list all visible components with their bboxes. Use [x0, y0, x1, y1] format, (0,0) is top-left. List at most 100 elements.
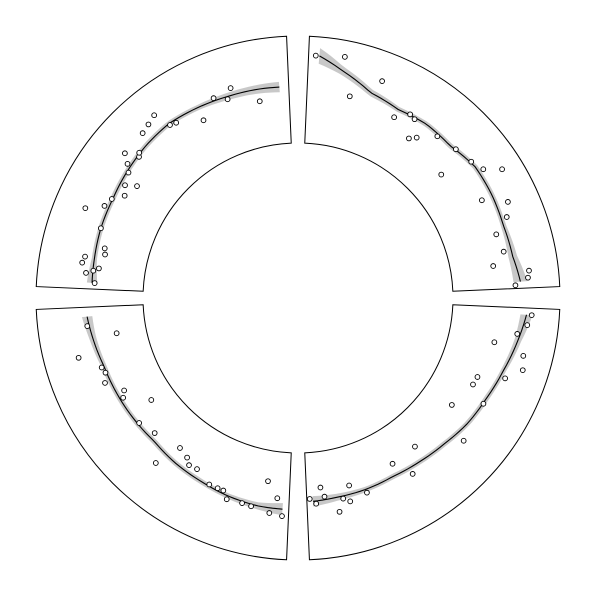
data-point-bottom-left-14 [152, 460, 159, 466]
data-point-bottom-right-22 [313, 500, 320, 507]
data-point-bottom-left-18 [120, 394, 127, 401]
data-point-bottom-right-17 [347, 498, 354, 505]
data-point-top-right-5 [407, 111, 413, 118]
data-point-bottom-right-23 [306, 496, 313, 502]
data-point-top-left-0 [91, 280, 98, 286]
smooth-line-bottom-left [86, 316, 283, 510]
data-point-bottom-right-18 [340, 495, 347, 502]
data-point-top-left-11 [108, 196, 115, 202]
data-point-top-right-7 [406, 135, 412, 142]
confidence-band-bottom-right [312, 314, 533, 507]
data-point-bottom-right-20 [321, 493, 328, 500]
data-point-top-left-12 [121, 192, 128, 199]
data-point-top-left-25 [200, 117, 207, 124]
confidence-band-top-left [86, 81, 280, 284]
data-point-bottom-left-3 [265, 478, 271, 485]
data-point-bottom-left-6 [223, 496, 230, 503]
data-point-bottom-left-10 [194, 466, 200, 472]
panel-frame-bottom-left [35, 304, 292, 561]
data-point-top-right-8 [413, 134, 420, 141]
confidence-bands [81, 48, 533, 516]
smooth-line-top-left [91, 86, 280, 283]
data-point-bottom-right-21 [317, 484, 324, 491]
data-point-bottom-right-10 [449, 402, 455, 408]
data-point-top-left-20 [139, 130, 146, 137]
data-point-top-left-4 [79, 259, 86, 266]
data-point-top-right-6 [411, 116, 418, 123]
data-point-top-left-26 [210, 95, 217, 102]
confidence-band-top-right [318, 48, 528, 283]
data-point-top-left-1 [83, 270, 89, 276]
data-point-bottom-right-7 [474, 374, 481, 380]
data-point-bottom-left-16 [136, 420, 142, 426]
data-point-top-right-17 [503, 214, 510, 220]
data-point-top-right-9 [434, 133, 441, 140]
data-point-top-right-2 [346, 93, 353, 100]
data-point-top-right-23 [512, 282, 519, 289]
data-point-bottom-left-24 [113, 330, 120, 337]
data-point-bottom-left-25 [84, 323, 91, 329]
data-point-bottom-right-1 [524, 322, 531, 328]
data-point-bottom-left-19 [121, 387, 127, 394]
data-point-top-right-18 [493, 231, 500, 238]
data-point-top-left-13 [122, 182, 128, 189]
data-point-top-left-15 [125, 169, 132, 176]
data-point-top-left-23 [167, 122, 173, 128]
data-point-top-right-13 [480, 166, 487, 173]
data-point-top-left-6 [102, 251, 108, 258]
data-point-top-left-3 [96, 265, 102, 272]
data-point-top-left-5 [82, 253, 88, 260]
data-point-bottom-left-8 [214, 485, 221, 492]
data-point-bottom-right-2 [514, 331, 521, 337]
data-point-top-left-19 [136, 149, 143, 156]
data-point-top-left-7 [101, 245, 108, 252]
data-point-bottom-right-0 [528, 312, 535, 319]
data-point-top-right-10 [453, 146, 459, 153]
data-point-top-right-22 [525, 274, 531, 281]
data-point-top-left-10 [101, 203, 108, 209]
data-point-top-left-8 [98, 225, 104, 232]
data-point-bottom-left-11 [186, 462, 192, 469]
smooth-line-top-right [319, 55, 521, 282]
data-point-bottom-right-3 [491, 339, 498, 346]
data-point-top-left-27 [224, 96, 231, 103]
data-point-bottom-right-13 [409, 471, 416, 477]
data-point-bottom-left-12 [184, 454, 190, 461]
smooth-line-bottom-right [312, 314, 528, 502]
data-point-top-right-11 [438, 171, 445, 178]
data-point-top-right-1 [342, 54, 348, 60]
data-point-bottom-left-21 [102, 369, 109, 376]
data-point-top-right-21 [526, 267, 532, 274]
panel-frames [35, 35, 561, 561]
panel-frame-top-right [304, 35, 561, 292]
data-points [75, 52, 535, 519]
data-point-bottom-right-15 [364, 489, 370, 496]
data-point-bottom-left-1 [274, 495, 281, 502]
data-point-bottom-left-5 [239, 500, 245, 506]
data-point-top-left-14 [134, 183, 140, 189]
data-point-bottom-left-15 [151, 430, 158, 436]
data-point-top-left-28 [227, 85, 234, 91]
data-point-bottom-right-9 [480, 400, 487, 407]
data-point-bottom-right-12 [412, 443, 418, 450]
data-point-top-right-16 [505, 199, 511, 205]
data-point-top-right-3 [379, 78, 385, 84]
data-point-bottom-left-7 [220, 487, 227, 494]
data-point-bottom-right-8 [470, 381, 476, 388]
data-point-bottom-right-19 [336, 508, 343, 515]
data-point-top-right-19 [500, 248, 507, 255]
data-point-top-left-2 [90, 267, 97, 274]
panel-frame-top-left [35, 35, 292, 292]
data-point-top-left-21 [145, 121, 152, 128]
data-point-top-right-15 [479, 197, 485, 204]
data-point-top-right-14 [499, 166, 505, 173]
data-point-bottom-right-5 [519, 367, 526, 374]
data-point-bottom-left-4 [248, 503, 254, 510]
data-point-bottom-left-9 [206, 481, 213, 488]
data-point-top-left-17 [122, 150, 128, 157]
data-point-bottom-left-13 [177, 445, 183, 451]
data-point-top-left-24 [173, 119, 180, 126]
data-point-bottom-right-16 [346, 482, 352, 489]
data-point-bottom-right-14 [389, 460, 396, 467]
